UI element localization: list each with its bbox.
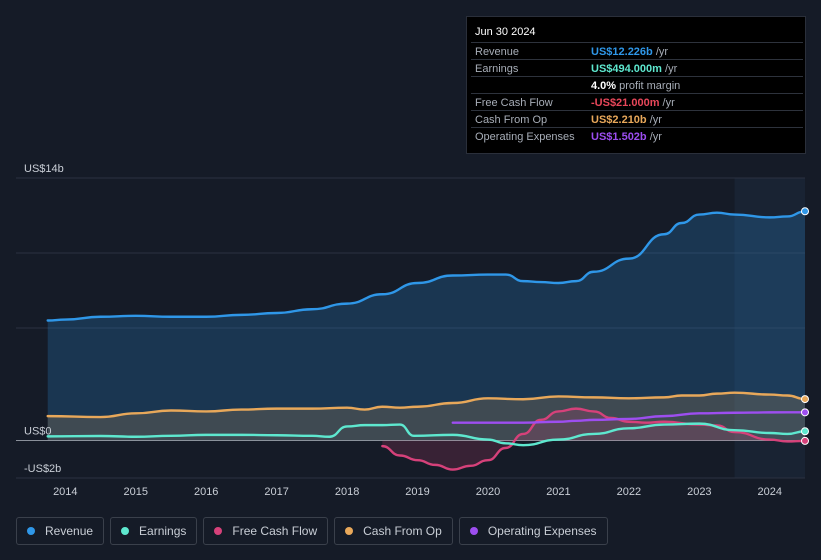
cash-from-op-area bbox=[47, 392, 806, 441]
legend-label: Free Cash Flow bbox=[232, 524, 318, 538]
legend-item-operating-expenses[interactable]: Operating Expenses bbox=[458, 517, 608, 545]
legend-item-free-cash-flow[interactable]: Free Cash Flow bbox=[203, 517, 329, 545]
tooltip-label: Cash From Op bbox=[475, 114, 548, 126]
free-cash-flow-line bbox=[381, 407, 807, 471]
x-tick-label: 2020 bbox=[476, 486, 500, 498]
cash-from-op-line bbox=[46, 391, 807, 419]
x-tick-label: 2022 bbox=[617, 486, 641, 498]
free-cash-flow-area bbox=[382, 408, 805, 470]
tooltip-unit: /yr bbox=[652, 46, 669, 58]
tooltip-unit: /yr bbox=[659, 97, 675, 109]
x-tick-label: 2017 bbox=[264, 486, 288, 498]
free-cash-flow-end-point bbox=[801, 436, 809, 445]
legend-item-revenue[interactable]: Revenue bbox=[16, 517, 105, 545]
legend-label: Earnings bbox=[139, 524, 187, 538]
tooltip-row: Free Cash Flow -US$21.000m /yr bbox=[471, 93, 803, 111]
tooltip-label: Earnings bbox=[475, 63, 519, 75]
y-tick-label: -US$2b bbox=[24, 463, 61, 475]
legend-dot-icon bbox=[27, 527, 35, 535]
earnings-line bbox=[46, 422, 807, 447]
tooltip-value: -US$21.000m /yr bbox=[591, 97, 675, 109]
operating-expenses-end-point bbox=[801, 408, 809, 417]
tooltip-row: Cash From Op US$2.210b /yr bbox=[471, 110, 803, 128]
x-tick-label: 2014 bbox=[53, 486, 77, 498]
legend-item-earnings[interactable]: Earnings bbox=[110, 517, 198, 545]
revenue-line bbox=[46, 210, 807, 322]
x-tick-label: 2021 bbox=[546, 486, 570, 498]
y-axis: US$14b US$0 -US$2b bbox=[24, 163, 64, 475]
tooltip-value: US$494.000m /yr bbox=[591, 63, 678, 75]
legend-dot-icon bbox=[345, 527, 354, 535]
tooltip-value: US$12.226b /yr bbox=[591, 46, 669, 58]
series-end-markers bbox=[801, 207, 809, 445]
x-axis: 2014 2015 2016 2017 2018 2019 2020 2021 2022 2023… bbox=[53, 486, 782, 498]
series-lines bbox=[46, 210, 807, 471]
x-tick-label: 2019 bbox=[405, 486, 429, 498]
y-tick-label: US$14b bbox=[24, 163, 64, 175]
tooltip-unit: /yr bbox=[646, 131, 662, 143]
tooltip-value: US$1.502b /yr bbox=[591, 131, 662, 143]
revenue-area bbox=[47, 211, 806, 441]
legend-item-cash-from-op[interactable]: Cash From Op bbox=[334, 517, 453, 545]
tooltip-row: Earnings US$494.000m /yr bbox=[471, 59, 803, 77]
legend: Revenue Earnings Free Cash Flow Cash From O… bbox=[16, 517, 608, 547]
tooltip-panel: Jun 30 2024 Revenue US$12.226b /yr Earning… bbox=[466, 16, 806, 154]
x-tick-label: 2016 bbox=[194, 486, 218, 498]
tooltip-row: 4.0% profit margin bbox=[471, 76, 803, 94]
tooltip-label: Operating Expenses bbox=[475, 131, 575, 143]
x-tick-label: 2023 bbox=[687, 486, 711, 498]
x-tick-label: 2024 bbox=[758, 486, 782, 498]
tooltip-label: Free Cash Flow bbox=[475, 97, 553, 109]
tooltip-value: US$2.210b /yr bbox=[591, 114, 662, 126]
operating-expenses-line bbox=[451, 411, 807, 424]
x-tick-label: 2015 bbox=[124, 486, 148, 498]
tooltip-label: Revenue bbox=[475, 46, 520, 58]
legend-label: Cash From Op bbox=[363, 524, 442, 538]
legend-label: Operating Expenses bbox=[487, 524, 597, 538]
tooltip-row: Revenue US$12.226b /yr bbox=[471, 42, 803, 60]
earnings-end-point bbox=[801, 427, 809, 436]
legend-dot-icon bbox=[469, 527, 478, 535]
legend-dot-icon bbox=[121, 527, 130, 535]
legend-dot-icon bbox=[214, 527, 223, 535]
revenue-end-point bbox=[801, 207, 809, 216]
legend-label: Revenue bbox=[45, 524, 94, 538]
series-fills bbox=[47, 211, 806, 470]
tooltip-row: Operating Expenses US$1.502b /yr bbox=[471, 127, 803, 145]
tooltip-unit: /yr bbox=[646, 114, 662, 126]
tooltip-date: Jun 30 2024 bbox=[475, 26, 536, 38]
grid-lines bbox=[16, 177, 805, 479]
tooltip-value: 4.0% profit margin bbox=[591, 80, 681, 92]
tooltip-unit: profit margin bbox=[616, 80, 681, 92]
x-tick-label: 2018 bbox=[335, 486, 359, 498]
cash-from-op-end-point bbox=[801, 395, 809, 404]
tooltip-unit: /yr bbox=[661, 63, 678, 75]
y-tick-label: US$0 bbox=[24, 426, 52, 438]
